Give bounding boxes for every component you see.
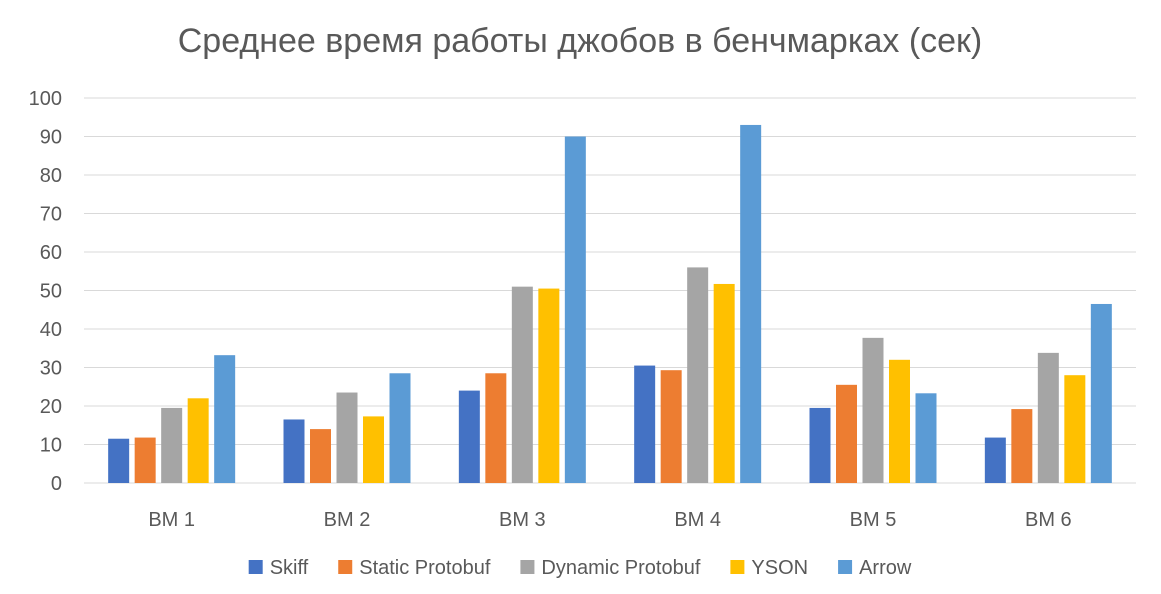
gridlines [84,97,1136,484]
bar-yson-5 [889,359,910,483]
chart-title: Среднее время работы джобов в бенчмарках… [178,22,983,60]
y-tick-label: 0 [51,473,62,495]
bar-skiff-1 [108,438,130,483]
x-category-label: BM 1 [148,509,195,531]
legend-swatch [520,560,535,574]
bar-yson-3 [538,288,560,483]
bar-dynamic-protobuf-4 [687,267,709,483]
bar-yson-6 [1064,375,1086,483]
bar-skiff-2 [283,419,305,483]
y-tick-label: 80 [40,165,62,187]
bar-yson-4 [713,283,735,483]
y-tick-label: 100 [29,88,62,110]
x-axis-categories: BM 1 BM 2 BM 3 BM 4 BM 5 BM 6 [148,509,1071,531]
y-tick-label: 70 [40,204,62,226]
legend-label: YSON [751,557,808,579]
legend-label: Arrow [859,557,912,579]
bar-yson-1 [187,398,209,483]
y-tick-label: 30 [40,358,62,380]
bar-arrow-1 [214,355,236,483]
legend-swatch [838,560,853,574]
y-axis-ticks: 0 10 20 30 40 50 60 70 80 90 100 [29,88,62,495]
y-tick-label: 40 [40,319,62,341]
legend-swatch [730,560,745,574]
x-category-label: BM 4 [674,509,721,531]
bar-dynamic-protobuf-2 [336,392,358,483]
bar-dynamic-protobuf-6 [1037,352,1059,483]
bar-skiff-6 [984,437,1006,483]
legend-swatch [248,560,263,574]
bars [108,124,1112,483]
y-tick-label: 90 [40,127,62,149]
bar-static-protobuf-4 [660,370,682,483]
bar-yson-2 [363,416,384,483]
bar-dynamic-protobuf-5 [862,337,884,483]
legend-label: Skiff [270,557,309,579]
bar-arrow-3 [564,136,586,483]
y-tick-label: 50 [40,281,62,303]
bar-dynamic-protobuf-3 [511,286,533,483]
x-category-label: BM 5 [850,509,897,531]
y-tick-label: 60 [40,242,62,264]
bar-static-protobuf-5 [836,384,857,483]
bar-static-protobuf-1 [134,437,156,483]
x-category-label: BM 6 [1025,509,1072,531]
bar-arrow-4 [740,124,762,483]
legend-swatch [338,560,353,574]
bar-static-protobuf-2 [310,429,331,483]
y-tick-label: 20 [40,396,62,418]
bar-skiff-3 [458,390,480,483]
x-category-label: BM 3 [499,509,546,531]
bar-arrow-5 [915,393,937,483]
bar-arrow-6 [1090,303,1112,483]
y-tick-label: 10 [40,435,62,457]
legend: Skiff Static Protobuf Dynamic Protobuf YSON… [248,557,912,579]
x-category-label: BM 2 [324,509,371,531]
bar-static-protobuf-6 [1011,409,1033,483]
bar-skiff-4 [634,365,656,483]
bar-arrow-2 [389,373,411,483]
legend-label: Dynamic Protobuf [541,557,700,579]
legend-label: Static Protobuf [359,557,491,579]
bar-skiff-5 [809,407,831,483]
bar-dynamic-protobuf-1 [161,407,183,483]
bar-static-protobuf-3 [485,373,507,483]
